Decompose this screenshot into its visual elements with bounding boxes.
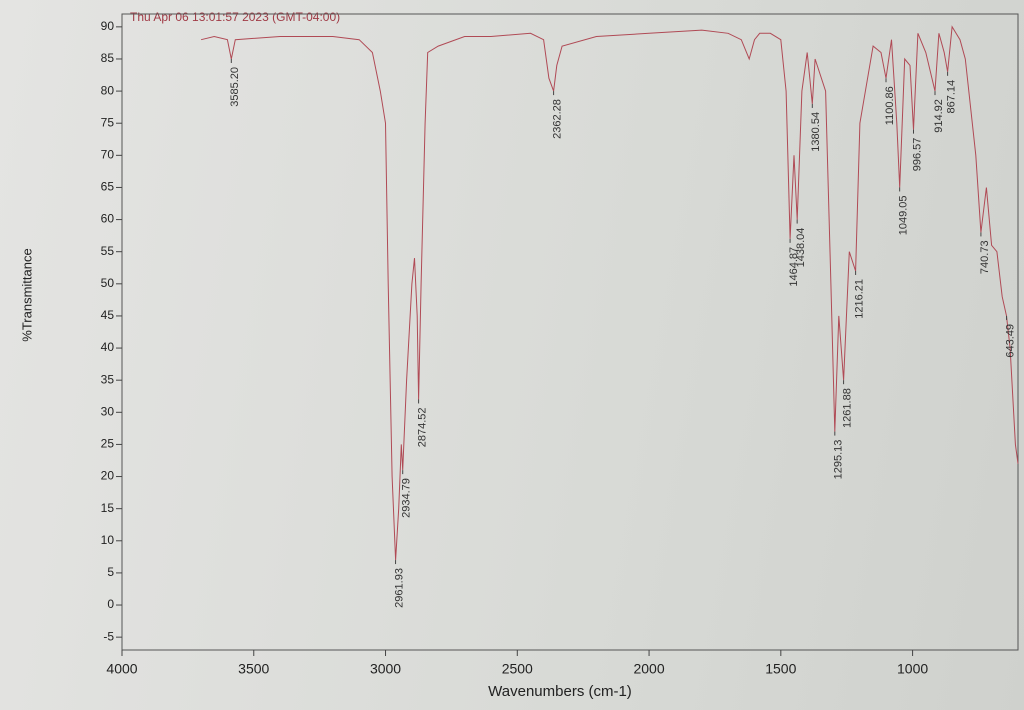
y-tick-label: 0	[107, 597, 114, 611]
peak-label: 867.14	[946, 80, 958, 114]
x-tick-label: 4000	[106, 661, 137, 677]
x-tick-label: 2000	[633, 661, 664, 677]
y-tick-label: -5	[103, 629, 114, 643]
peak-label: 643.49	[1004, 324, 1016, 358]
x-tick-label: 1000	[897, 661, 928, 677]
peak-label: 1049.05	[898, 195, 910, 235]
y-tick-label: 40	[101, 340, 115, 354]
spectrum-line	[200, 25, 1019, 561]
peak-label: 1216.21	[854, 279, 866, 319]
peak-label: 1100.86	[884, 86, 896, 125]
peak-label: 2874.52	[417, 407, 429, 447]
y-tick-label: 10	[101, 533, 115, 547]
y-tick-label: 35	[101, 372, 115, 386]
peak-label: 740.73	[979, 240, 991, 274]
y-tick-label: 25	[101, 437, 115, 451]
y-tick-label: 45	[101, 308, 115, 322]
x-tick-label: 3000	[370, 661, 401, 677]
y-tick-label: 80	[101, 83, 115, 97]
timestamp: Thu Apr 06 13:01:57 2023 (GMT-04:00)	[130, 10, 340, 24]
peak-label: 1438.04	[795, 228, 807, 268]
peak-label: 1261.88	[841, 388, 853, 428]
plot-frame	[121, 13, 1019, 651]
peak-label: 3585.20	[229, 67, 241, 107]
y-tick-label: 70	[101, 148, 115, 162]
y-tick-label: 55	[101, 244, 115, 258]
y-tick-label: 20	[101, 469, 115, 483]
peak-label: 1295.13	[833, 440, 845, 480]
peak-label: 1380.54	[810, 112, 822, 152]
y-tick-label: 50	[101, 276, 115, 290]
y-tick-label: 5	[107, 565, 114, 579]
y-tick-label: 85	[101, 51, 115, 65]
peak-label: 996.57	[911, 138, 923, 172]
y-tick-label: 65	[101, 180, 115, 194]
y-tick-label: 60	[101, 212, 115, 226]
x-axis-label: Wavenumbers (cm-1)	[488, 683, 632, 700]
x-tick-label: 2500	[502, 661, 533, 677]
x-tick-label: 1500	[765, 661, 796, 677]
y-tick-label: 90	[101, 19, 115, 33]
peak-label: 2961.93	[393, 568, 405, 608]
y-axis-label: %Transmittance	[19, 248, 34, 341]
x-tick-label: 3500	[238, 661, 269, 677]
y-tick-label: 15	[101, 501, 115, 515]
peak-label: 914.92	[933, 99, 945, 133]
peak-label: 1464.87	[788, 247, 800, 287]
y-tick-label: 30	[101, 404, 115, 418]
peak-label: 2934.79	[401, 478, 413, 518]
y-tick-label: 75	[101, 115, 115, 129]
peak-label: 2362.28	[551, 99, 563, 139]
